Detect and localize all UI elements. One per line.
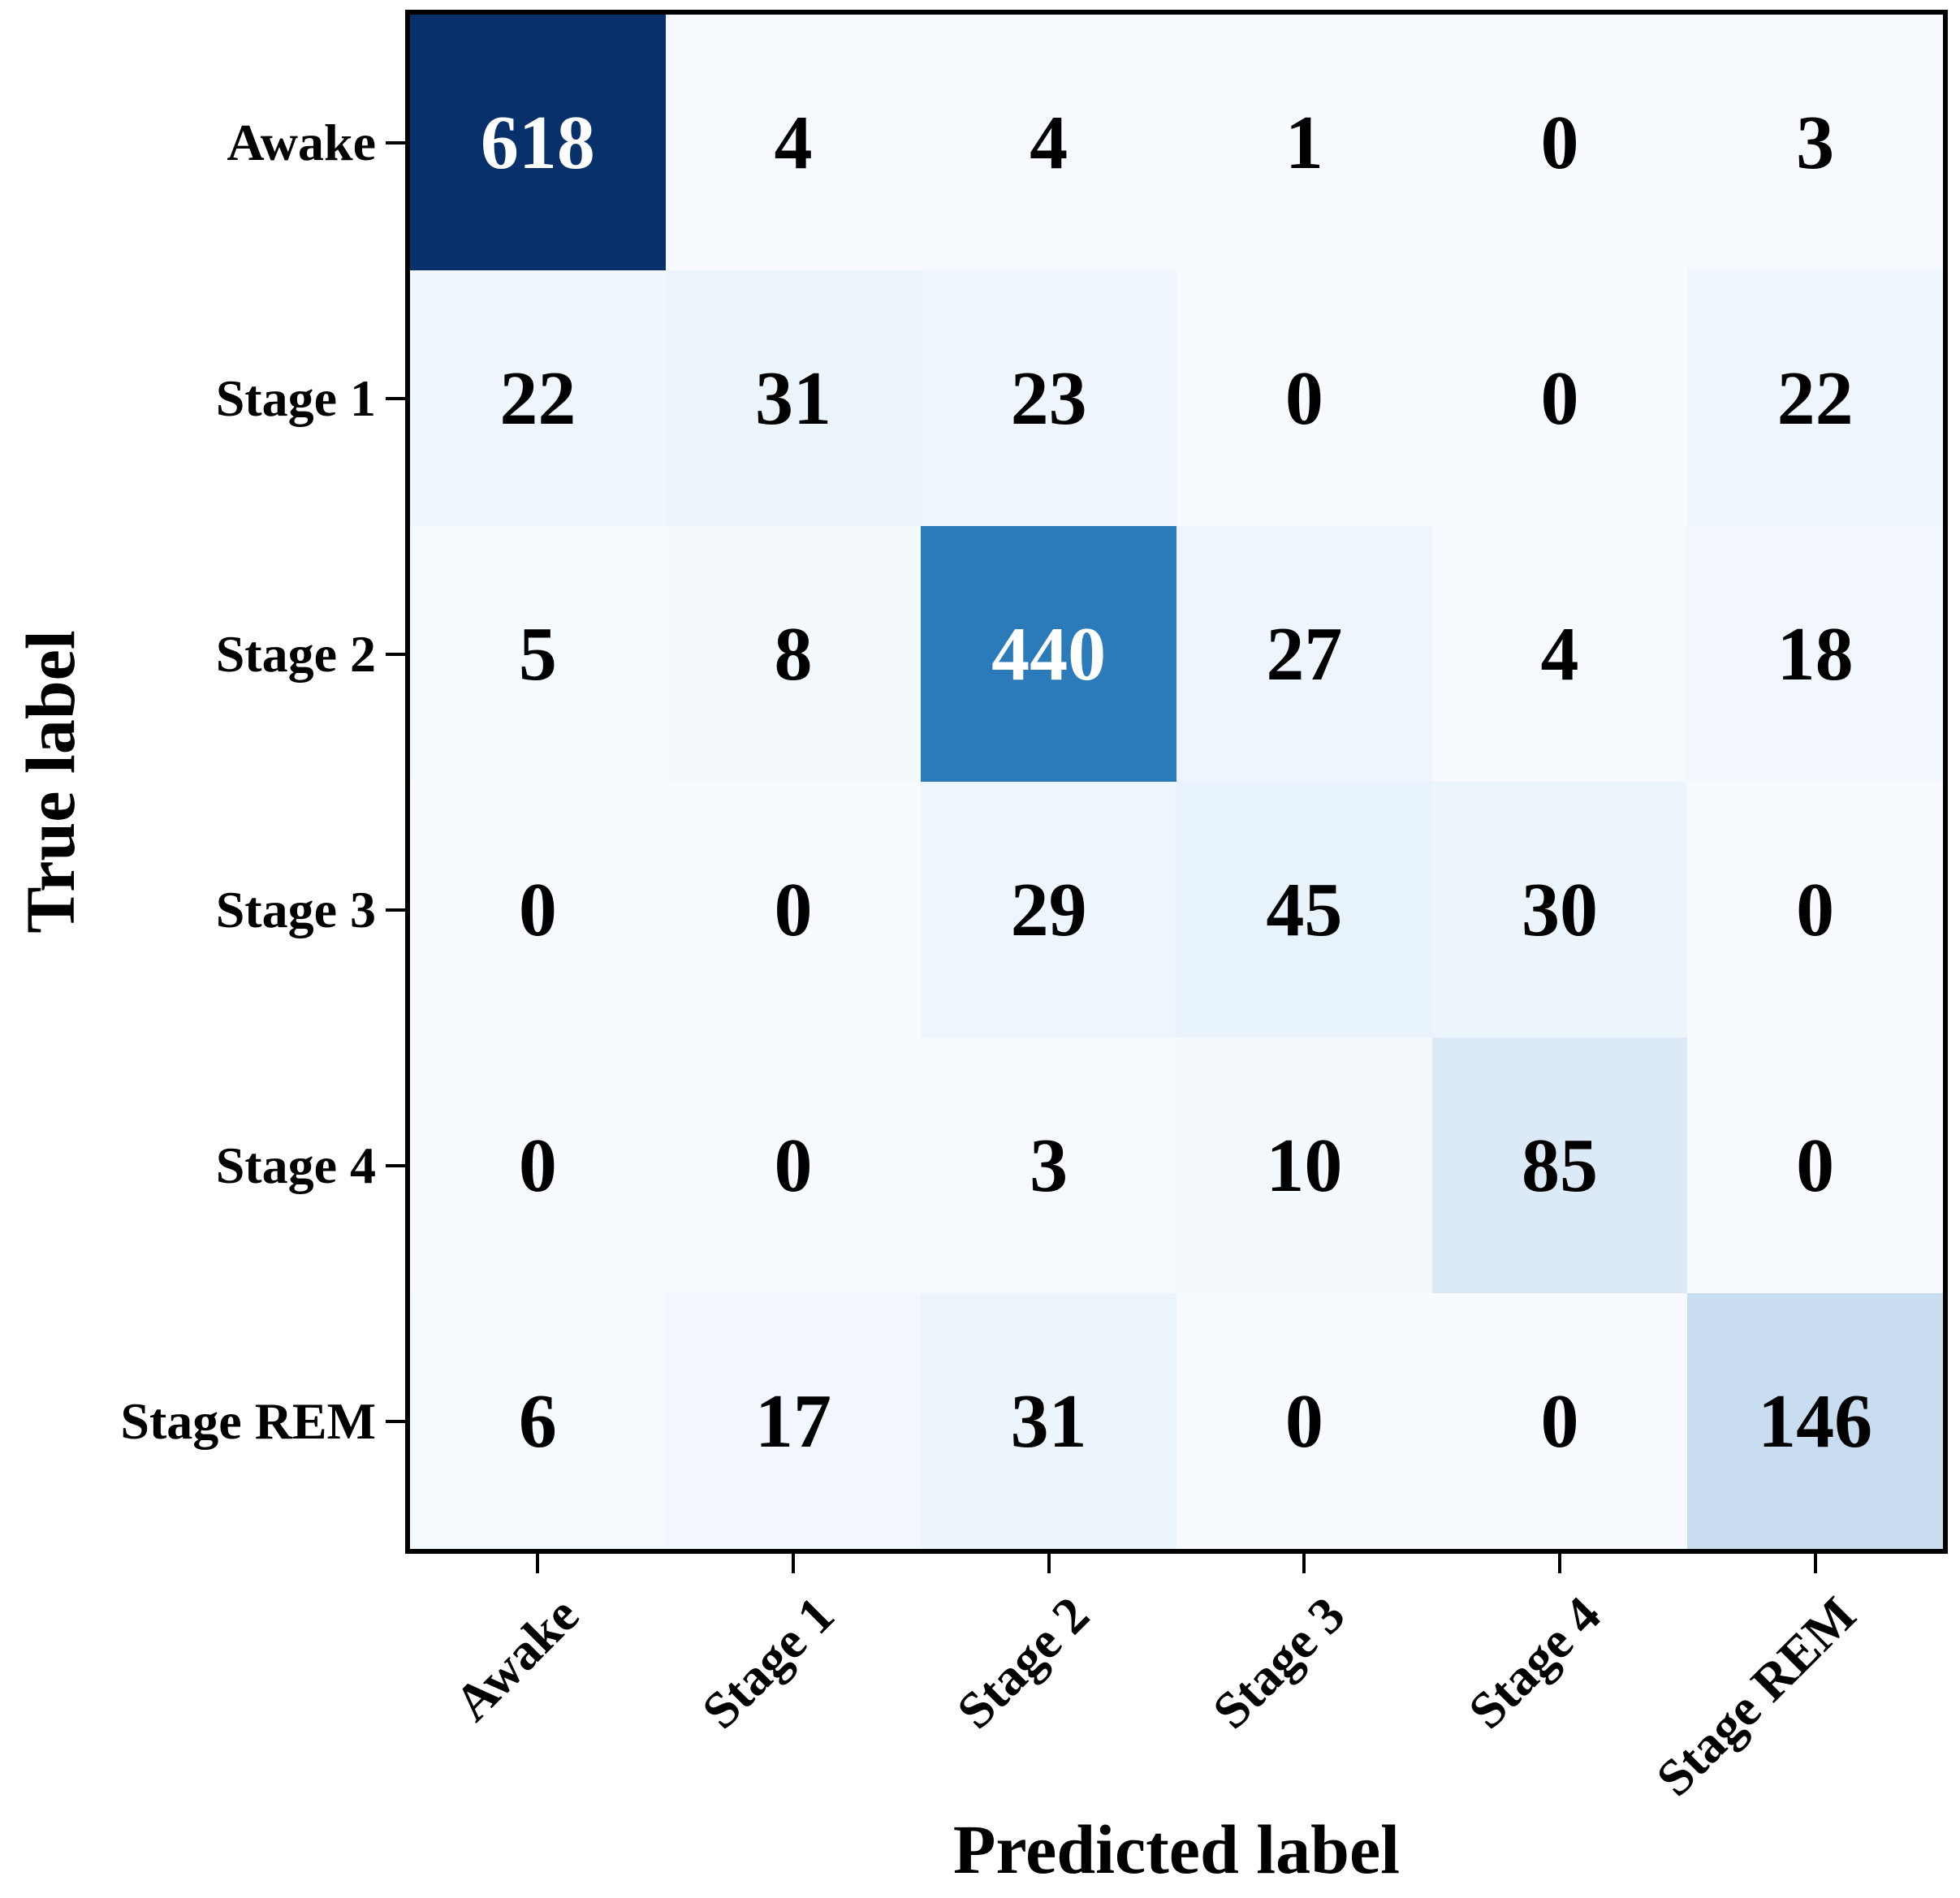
matrix-cell: 0 <box>1176 270 1432 526</box>
x-tick-label: Stage 2 <box>946 1585 1101 1740</box>
y-tick-mark <box>386 1163 405 1167</box>
matrix-cell: 0 <box>410 782 666 1037</box>
matrix-cell: 0 <box>1687 1037 1943 1293</box>
x-tick-label: Awake <box>443 1585 589 1732</box>
x-tick-mark <box>1558 1554 1561 1573</box>
x-tick-label: Stage 1 <box>690 1585 845 1740</box>
matrix-cell: 618 <box>410 15 666 270</box>
matrix-cell: 85 <box>1431 1037 1688 1293</box>
y-tick-label: Awake <box>227 113 376 171</box>
matrix-cell: 31 <box>665 270 922 526</box>
matrix-cell: 29 <box>921 782 1176 1037</box>
matrix-cell: 23 <box>921 270 1176 526</box>
matrix-cell: 6 <box>410 1293 666 1549</box>
heatmap-grid: 618 4 4 1 0 3 22 31 23 0 0 22 5 8 440 27 4 18 0 0 29 45 30 0 0 0 3… <box>405 10 1948 1554</box>
y-axis-title: True label <box>11 630 89 934</box>
matrix-cell: 31 <box>921 1293 1176 1549</box>
x-tick-mark <box>1047 1554 1051 1573</box>
y-tick-mark <box>386 908 405 912</box>
y-tick-mark <box>386 1419 405 1423</box>
x-tick-mark <box>536 1554 540 1573</box>
matrix-cell: 0 <box>665 1037 922 1293</box>
x-tick-label: Stage 3 <box>1201 1585 1356 1740</box>
matrix-cell: 0 <box>1431 15 1688 270</box>
y-tick-mark <box>386 140 405 145</box>
matrix-cell: 45 <box>1176 782 1432 1037</box>
matrix-cell: 440 <box>921 526 1176 782</box>
x-tick-mark <box>1813 1554 1817 1573</box>
y-tick-mark <box>386 652 405 656</box>
matrix-cell: 0 <box>1431 270 1688 526</box>
matrix-cell: 0 <box>1176 1293 1432 1549</box>
y-tick-mark <box>386 396 405 400</box>
matrix-cell: 3 <box>1687 15 1943 270</box>
matrix-cell: 10 <box>1176 1037 1432 1293</box>
matrix-cell: 17 <box>665 1293 922 1549</box>
matrix-cell: 4 <box>921 15 1176 270</box>
x-tick-label: Stage REM <box>1645 1585 1867 1807</box>
matrix-cell: 8 <box>665 526 922 782</box>
y-tick-label: Stage 1 <box>215 369 376 427</box>
matrix-cell: 5 <box>410 526 666 782</box>
matrix-cell: 3 <box>921 1037 1176 1293</box>
matrix-cell: 30 <box>1431 782 1688 1037</box>
matrix-cell: 4 <box>1431 526 1688 782</box>
matrix-cell: 146 <box>1687 1293 1943 1549</box>
matrix-cell: 0 <box>410 1037 666 1293</box>
y-tick-label: Stage 3 <box>215 880 376 938</box>
matrix-cell: 0 <box>665 782 922 1037</box>
matrix-cell: 4 <box>665 15 922 270</box>
matrix-cell: 22 <box>1687 270 1943 526</box>
matrix-cell: 0 <box>1431 1293 1688 1549</box>
y-tick-label: Stage 4 <box>215 1136 376 1194</box>
x-tick-mark <box>1302 1554 1306 1573</box>
x-tick-mark <box>792 1554 795 1573</box>
y-tick-label: Stage 2 <box>215 624 376 683</box>
matrix-cell: 18 <box>1687 526 1943 782</box>
y-tick-label: Stage REM <box>120 1391 376 1450</box>
matrix-cell: 0 <box>1687 782 1943 1037</box>
x-tick-label: Stage 4 <box>1457 1585 1612 1740</box>
matrix-cell: 22 <box>410 270 666 526</box>
matrix-cell: 27 <box>1176 526 1432 782</box>
x-axis-title: Predicted label <box>952 1810 1401 1888</box>
matrix-cell: 1 <box>1176 15 1432 270</box>
